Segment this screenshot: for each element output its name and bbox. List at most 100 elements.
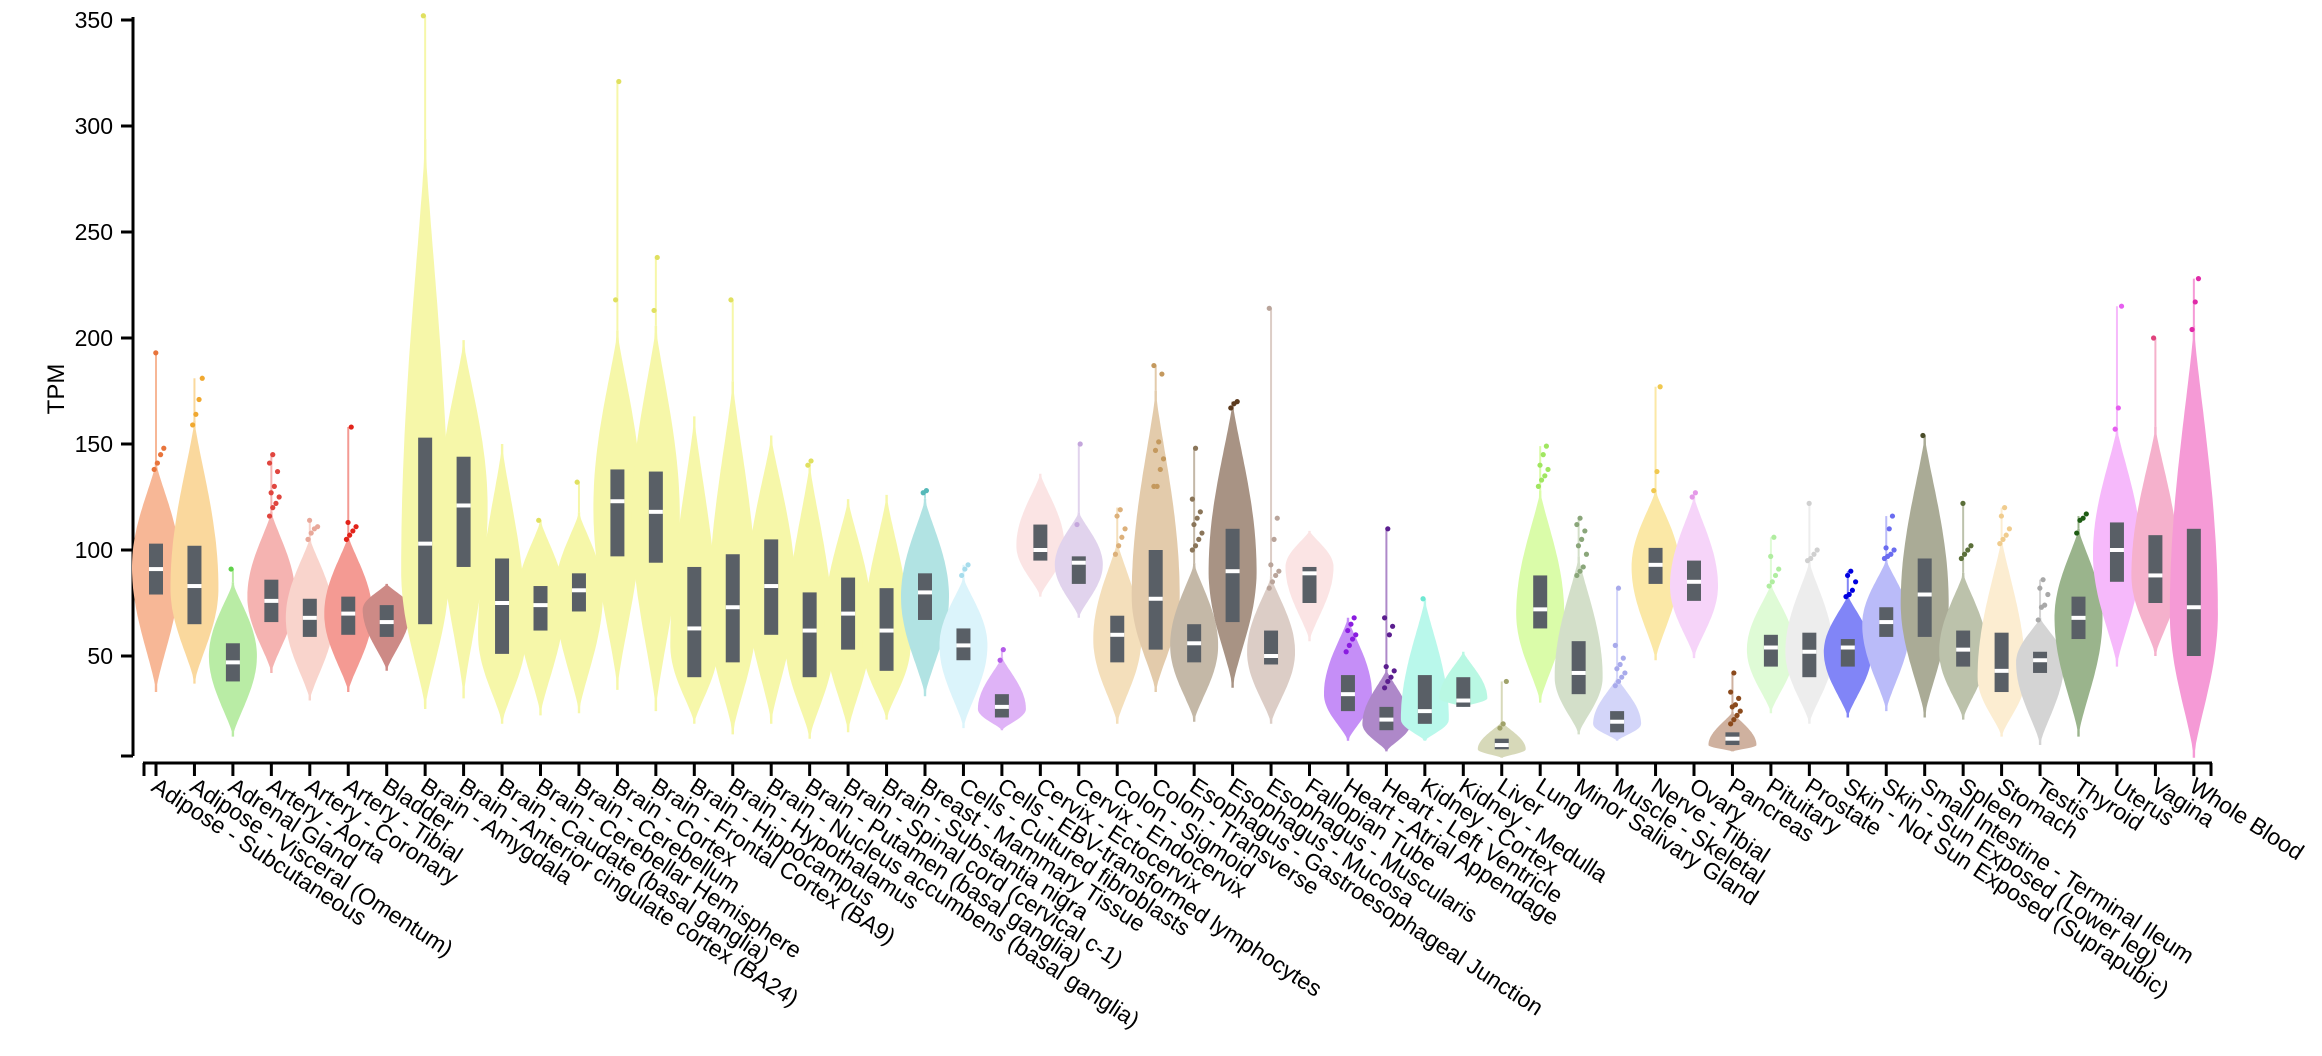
violin-body <box>1131 390 1180 692</box>
outlier-point <box>1197 509 1203 515</box>
outlier-point <box>315 524 321 530</box>
outlier-point <box>1535 483 1541 489</box>
outlier-point <box>574 479 580 485</box>
iqr-box <box>2033 651 2048 673</box>
outlier-point <box>1997 541 2003 547</box>
outlier-point <box>1196 536 1202 543</box>
outlier-point <box>348 424 354 430</box>
violin-group <box>555 479 603 714</box>
outlier-point <box>199 375 205 381</box>
outlier-point <box>1615 678 1622 685</box>
outlier-point <box>1620 655 1626 661</box>
outlier-point <box>308 530 314 536</box>
violin-body <box>555 512 603 714</box>
outlier-point <box>1159 371 1165 377</box>
violin-group <box>2093 303 2141 667</box>
outlier-point <box>2037 585 2043 591</box>
outlier-point <box>2083 511 2089 517</box>
outlier-point <box>1545 466 1551 473</box>
outlier-point <box>268 490 274 496</box>
outlier-point <box>2000 536 2006 543</box>
outlier-point <box>2080 515 2086 521</box>
outlier-point <box>1849 587 1855 593</box>
outlier-point <box>1189 547 1195 553</box>
iqr-box <box>1917 558 1932 637</box>
outlier-point <box>2002 505 2008 511</box>
y-tick-label: 350 <box>75 7 113 33</box>
outlier-point <box>1112 551 1119 557</box>
violin-body <box>401 139 450 710</box>
outlier-point <box>1615 585 1622 591</box>
outlier-point <box>1269 579 1276 585</box>
outlier-point <box>2035 617 2041 623</box>
outlier-point <box>2006 526 2012 532</box>
outlier-point <box>193 411 199 417</box>
outlier-point <box>1731 670 1737 676</box>
outlier-point <box>1540 452 1546 458</box>
outlier-point <box>2195 276 2202 282</box>
violin-group <box>1324 615 1372 741</box>
outlier-point <box>1353 632 1359 638</box>
iqr-box <box>648 471 663 563</box>
outlier-point <box>651 307 657 314</box>
outlier-point <box>158 452 164 458</box>
outlier-point <box>1920 432 1926 439</box>
violin-group <box>170 375 219 684</box>
outlier-point <box>1117 507 1123 513</box>
outlier-point <box>805 462 811 468</box>
outlier-point <box>1000 647 1006 653</box>
outlier-point <box>1074 521 1080 528</box>
outlier-point <box>2045 591 2051 598</box>
outlier-point <box>2151 335 2157 341</box>
outlier-point <box>1958 555 1964 562</box>
outlier-point <box>1234 399 1240 405</box>
outlier-point <box>997 657 1003 663</box>
iqr-box <box>1571 641 1586 695</box>
outlier-point <box>1191 521 1197 528</box>
outlier-point <box>1346 642 1352 649</box>
outlier-point <box>343 536 350 543</box>
iqr-box <box>1533 575 1548 629</box>
iqr-box <box>1840 639 1855 667</box>
outlier-point <box>1077 441 1083 447</box>
violin-group <box>1939 500 1988 720</box>
iqr-box <box>918 573 932 620</box>
outlier-point <box>270 452 276 458</box>
outlier-point <box>305 536 311 543</box>
outlier-point <box>307 517 313 523</box>
outlier-point <box>1853 579 1859 585</box>
outlier-point <box>190 422 196 428</box>
outlier-point <box>808 458 814 464</box>
iqr-box <box>418 437 433 625</box>
outlier-point <box>654 254 660 261</box>
violin-group <box>824 499 873 733</box>
outlier-point <box>962 566 968 572</box>
violin-group <box>478 444 526 724</box>
violin-group <box>593 78 642 690</box>
outlier-point <box>1575 543 1582 549</box>
violin-group <box>1054 441 1103 618</box>
outlier-point <box>1692 490 1698 496</box>
violin-group <box>1593 585 1642 741</box>
violin-group <box>2169 276 2218 758</box>
outlier-point <box>1420 596 1426 602</box>
violin-group <box>1746 534 1795 714</box>
iqr-box <box>1417 675 1432 724</box>
outlier-point <box>2074 530 2080 536</box>
outlier-point <box>1582 528 1588 534</box>
outlier-point <box>1814 547 1820 553</box>
outlier-point <box>1539 477 1545 483</box>
violin-group <box>708 297 757 735</box>
iqr-box <box>1033 524 1048 561</box>
outlier-point <box>1192 445 1199 451</box>
violin-group <box>1823 568 1872 718</box>
iqr-box <box>1110 615 1125 663</box>
violin-group <box>132 350 180 692</box>
iqr-box <box>571 573 586 612</box>
outlier-point <box>1731 717 1737 723</box>
outlier-point <box>271 483 277 489</box>
outlier-point <box>228 566 234 572</box>
outlier-point <box>1771 534 1777 540</box>
violin-group <box>785 458 834 739</box>
outlier-point <box>1612 683 1618 689</box>
